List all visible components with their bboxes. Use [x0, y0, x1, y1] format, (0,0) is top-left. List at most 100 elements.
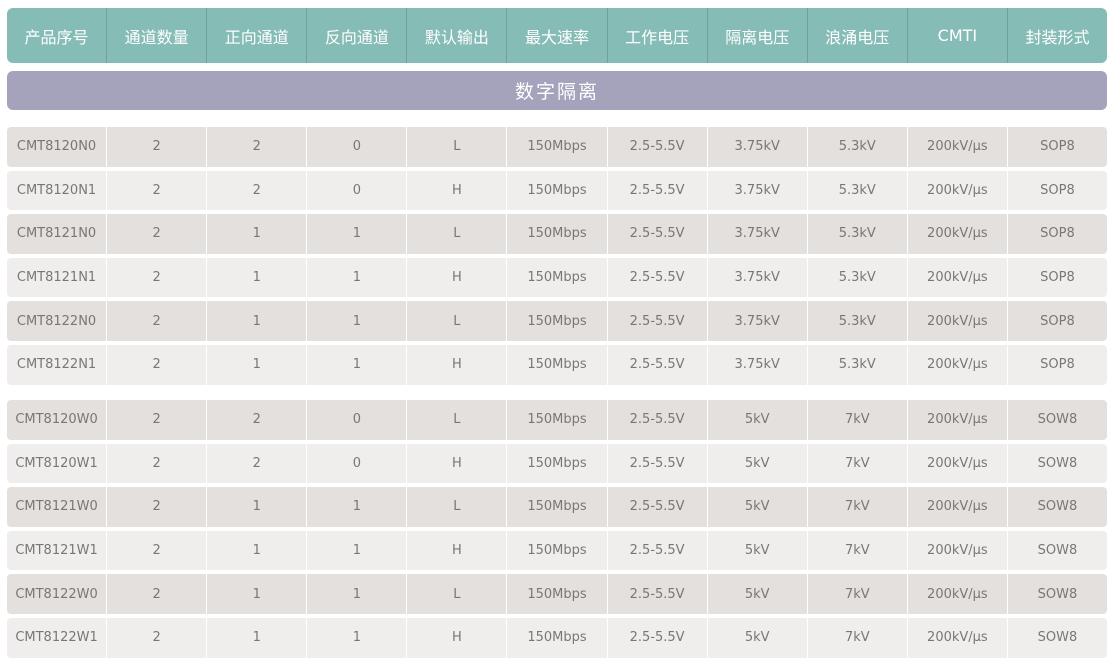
- table-cell: 1: [206, 617, 306, 658]
- table-cell: 150Mbps: [506, 443, 606, 484]
- table-group-n: CMT8120N0 2 2 0 L 150Mbps 2.5-5.5V 3.75kV 5.3kV 2…: [7, 127, 1107, 385]
- table-cell: 0: [306, 127, 406, 167]
- table-cell: 1: [206, 214, 306, 254]
- table-cell: 2.5-5.5V: [606, 214, 707, 254]
- table-group-w: CMT8120W0 2 2 0 L 150Mbps 2.5-5.5V 5kV 7kV 200kV/…: [7, 400, 1107, 658]
- table-cell: 5.3kV: [806, 301, 907, 341]
- table-cell: SOP8: [1006, 301, 1107, 341]
- table-cell: 200kV/μs: [906, 170, 1007, 211]
- table-cell: 5kV: [706, 400, 807, 440]
- table-cell: CMT8121W1: [15, 543, 98, 559]
- table-cell: SOP8: [1006, 344, 1107, 385]
- table-cell: 2: [106, 214, 206, 254]
- table-row: CMT8121W0 2 1 1 L 150Mbps 2.5-5.5V 5kV 7kV 200kV/…: [7, 487, 1107, 527]
- table-cell: 150Mbps: [506, 574, 606, 614]
- table-row: CMT8122W1 2 1 1 H 150Mbps 2.5-5.5V 5kV 7kV 200kV/…: [7, 617, 1107, 658]
- table-cell: 2: [106, 257, 206, 298]
- table-cell: 1: [206, 344, 306, 385]
- table-cell: 5.3kV: [806, 170, 907, 211]
- table-cell: H: [406, 617, 506, 658]
- table-cell: 7kV: [806, 530, 907, 571]
- table-cell: SOP8: [1006, 170, 1107, 211]
- table-cell: CMT8122W1: [15, 630, 98, 646]
- table-cell: 1: [306, 301, 406, 341]
- column-header: 通道数量: [106, 8, 206, 63]
- table-cell: 1: [306, 487, 406, 527]
- table-cell: 7kV: [806, 443, 907, 484]
- table-cell: 150Mbps: [506, 127, 606, 167]
- table-row: CMT8122N0 2 1 1 L 150Mbps 2.5-5.5V 3.75kV 5.3kV 2…: [7, 301, 1107, 341]
- table-cell: SOW8: [1006, 574, 1107, 614]
- table-cell: 200kV/μs: [906, 214, 1007, 254]
- table-cell: 5.3kV: [806, 214, 907, 254]
- table-cell: 2: [206, 127, 306, 167]
- table-cell: CMT8121N0: [16, 226, 97, 242]
- table-cell: CMT8120W0: [15, 412, 98, 428]
- table-cell: 200kV/μs: [906, 400, 1007, 440]
- table-cell: 2.5-5.5V: [606, 257, 707, 298]
- table-row: CMT8121N1 2 1 1 H 150Mbps 2.5-5.5V 3.75kV 5.3kV 2…: [7, 257, 1107, 298]
- table-cell: 5.3kV: [806, 127, 907, 167]
- table-cell: L: [406, 400, 506, 440]
- table-cell: 150Mbps: [506, 301, 606, 341]
- table-cell: 2.5-5.5V: [606, 170, 707, 211]
- table-cell: SOP8: [1006, 214, 1107, 254]
- table-row: CMT8120W1 2 2 0 H 150Mbps 2.5-5.5V 5kV 7kV 200kV/…: [7, 443, 1107, 484]
- table-cell: 2: [106, 443, 206, 484]
- table-cell: CMT8121W0: [15, 499, 98, 515]
- table-cell: 1: [206, 257, 306, 298]
- table-cell: L: [406, 301, 506, 341]
- table-cell: 5kV: [706, 443, 807, 484]
- table-cell: CMT8120N0: [16, 139, 97, 155]
- column-header: 正向通道: [206, 8, 306, 63]
- section-title: 数字隔离: [7, 71, 1107, 110]
- column-header: 封装形式: [1006, 8, 1107, 63]
- column-header: 隔离电压: [706, 8, 807, 63]
- table-cell: 200kV/μs: [906, 301, 1007, 341]
- table-row: CMT8122W0 2 1 1 L 150Mbps 2.5-5.5V 5kV 7kV 200kV/…: [7, 574, 1107, 614]
- column-header: 最大速率: [506, 8, 606, 63]
- table-cell: 2.5-5.5V: [606, 127, 707, 167]
- table-cell: 1: [206, 301, 306, 341]
- table-cell: 2.5-5.5V: [606, 487, 707, 527]
- table-cell: 7kV: [806, 574, 907, 614]
- table-cell: 2: [106, 487, 206, 527]
- table-cell: 200kV/μs: [906, 257, 1007, 298]
- table-cell: H: [406, 443, 506, 484]
- table-cell: 7kV: [806, 487, 907, 527]
- table-row: CMT8120N0 2 2 0 L 150Mbps 2.5-5.5V 3.75kV 5.3kV 2…: [7, 127, 1107, 167]
- table-cell: 2: [106, 127, 206, 167]
- table-cell: SOW8: [1006, 400, 1107, 440]
- table-row: CMT8122N1 2 1 1 H 150Mbps 2.5-5.5V 3.75kV 5.3kV 2…: [7, 344, 1107, 385]
- table-cell: 7kV: [806, 617, 907, 658]
- table-cell: 200kV/μs: [906, 617, 1007, 658]
- table-cell: 2: [106, 617, 206, 658]
- table-cell: 3.75kV: [706, 257, 807, 298]
- table-cell: 0: [306, 170, 406, 211]
- table-cell: 2.5-5.5V: [606, 530, 707, 571]
- table-cell: CMT8121N1: [16, 270, 97, 286]
- table-cell: 200kV/μs: [906, 127, 1007, 167]
- column-header: 浪涌电压: [806, 8, 907, 63]
- table-cell: 3.75kV: [706, 344, 807, 385]
- table-cell: CMT8120W1: [15, 455, 98, 471]
- table-cell: SOW8: [1006, 487, 1107, 527]
- table-cell: 1: [206, 574, 306, 614]
- table-cell: 3.75kV: [706, 214, 807, 254]
- table-cell: 5kV: [706, 617, 807, 658]
- table-cell: 200kV/μs: [906, 530, 1007, 571]
- table-cell: 0: [306, 443, 406, 484]
- table-cell: 200kV/μs: [906, 344, 1007, 385]
- table-cell: 150Mbps: [506, 214, 606, 254]
- table-row: CMT8121N0 2 1 1 L 150Mbps 2.5-5.5V 3.75kV 5.3kV 2…: [7, 214, 1107, 254]
- table-cell: 2.5-5.5V: [606, 400, 707, 440]
- table-cell: SOW8: [1006, 443, 1107, 484]
- table-cell: SOP8: [1006, 127, 1107, 167]
- table-cell: 150Mbps: [506, 344, 606, 385]
- table-cell: 1: [306, 574, 406, 614]
- table-cell: H: [406, 170, 506, 211]
- table-cell: 2: [206, 400, 306, 440]
- column-header: 工作电压: [606, 8, 707, 63]
- table-cell: 3.75kV: [706, 127, 807, 167]
- table-cell: 2: [106, 344, 206, 385]
